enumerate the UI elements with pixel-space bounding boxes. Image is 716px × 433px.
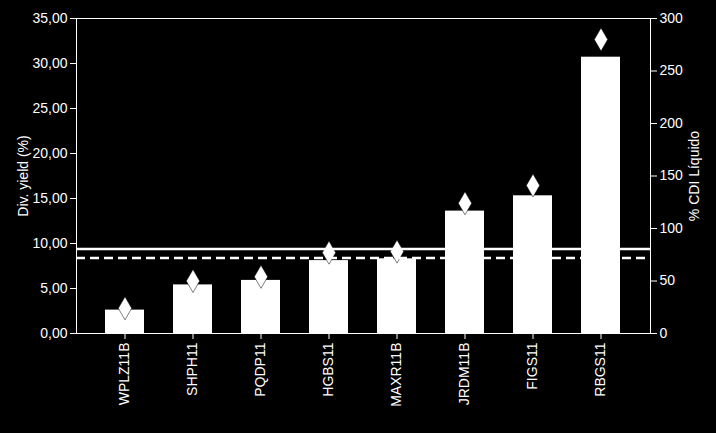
svg-text:WPLZ11B: WPLZ11B xyxy=(116,343,132,406)
svg-text:150: 150 xyxy=(660,167,684,183)
svg-text:RBGS11: RBGS11 xyxy=(592,342,608,396)
svg-text:100: 100 xyxy=(660,220,684,236)
svg-text:25,00: 25,00 xyxy=(32,100,67,116)
svg-text:5,00: 5,00 xyxy=(40,280,67,296)
svg-text:JRDM11B: JRDM11B xyxy=(456,343,472,406)
svg-text:SHPH11: SHPH11 xyxy=(184,342,200,396)
svg-text:0,00: 0,00 xyxy=(40,325,67,341)
svg-text:0: 0 xyxy=(660,325,668,341)
svg-text:250: 250 xyxy=(660,62,684,78)
svg-text:15,00: 15,00 xyxy=(32,190,67,206)
svg-text:MAXR11B: MAXR11B xyxy=(388,343,404,407)
svg-text:FIGS11: FIGS11 xyxy=(524,342,540,389)
svg-text:30,00: 30,00 xyxy=(32,55,67,71)
svg-text:20,00: 20,00 xyxy=(32,145,67,161)
svg-text:35,00: 35,00 xyxy=(32,10,67,26)
svg-text:Div. yield (%): Div. yield (%) xyxy=(15,135,31,216)
svg-text:HGBS11: HGBS11 xyxy=(320,342,336,396)
svg-text:50: 50 xyxy=(660,272,676,288)
svg-text:200: 200 xyxy=(660,115,684,131)
svg-text:% CDI Líquido: % CDI Líquido xyxy=(686,131,702,221)
svg-text:10,00: 10,00 xyxy=(32,235,67,251)
svg-text:300: 300 xyxy=(660,10,684,26)
svg-text:PQDP11: PQDP11 xyxy=(252,342,268,396)
